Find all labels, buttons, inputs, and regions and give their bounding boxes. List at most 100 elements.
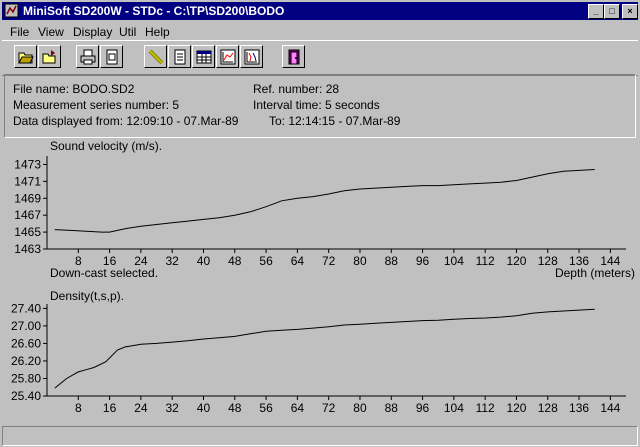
window-title: MiniSoft SD200W - STDc - C:\TP\SD200\BOD… <box>23 4 285 18</box>
x-tick-label: 72 <box>322 401 336 415</box>
x-tick-label: 40 <box>197 401 211 415</box>
x-tick-label: 144 <box>600 254 620 268</box>
print-preview-button[interactable] <box>100 45 123 68</box>
y-tick-label: 1469 <box>14 191 41 205</box>
open-file-button[interactable] <box>14 45 37 68</box>
y-tick-label: 27.40 <box>11 301 41 315</box>
x-tick-label: 112 <box>476 254 495 268</box>
density-y-axis: 27.40 27.00 26.60 26.20 25.80 25.40 <box>11 301 48 403</box>
minimize-button[interactable]: _ <box>588 4 604 19</box>
x-tick-label: 128 <box>538 401 558 415</box>
sound-velocity-chart-title: Sound velocity (m/s). <box>50 139 162 153</box>
file-name-label: File name: BODO.SD2 <box>13 82 135 96</box>
table-icon <box>196 50 212 64</box>
x-tick-label: 24 <box>134 254 148 268</box>
x-tick-label: 88 <box>385 254 399 268</box>
x-tick-label: 136 <box>569 254 589 268</box>
close-button[interactable]: × <box>622 4 638 19</box>
x-tick-label: 80 <box>353 401 367 415</box>
pencil-icon <box>148 49 164 65</box>
table-view-button[interactable] <box>192 45 215 68</box>
calibrate-button[interactable] <box>144 45 167 68</box>
depth-profile-button[interactable] <box>240 45 263 68</box>
graph-icon <box>220 49 236 65</box>
x-tick-label: 120 <box>506 254 526 268</box>
x-tick-label: 96 <box>416 401 430 415</box>
x-tick-label: 32 <box>166 401 180 415</box>
y-tick-label: 26.20 <box>11 354 41 368</box>
y-tick-label: 25.80 <box>11 371 41 385</box>
y-tick-label: 1473 <box>14 157 41 171</box>
exit-door-icon <box>288 49 300 65</box>
sound-velocity-x-axis: 8 16 24 32 40 48 56 64 72 80 88 96 104 112 120 128 136 14… <box>47 248 626 268</box>
printer-icon <box>80 49 96 65</box>
menu-bar: File View Display Util Help <box>2 22 638 40</box>
menu-file[interactable]: File <box>10 25 30 39</box>
x-tick-label: 64 <box>291 401 305 415</box>
x-tick-label: 88 <box>385 401 399 415</box>
menu-display[interactable]: Display <box>73 25 113 39</box>
series-number-label: Measurement series number: 5 <box>13 98 180 112</box>
x-tick-label: 104 <box>444 254 464 268</box>
x-tick-label: 112 <box>476 401 495 415</box>
x-tick-label: 8 <box>75 401 82 415</box>
x-tick-label: 24 <box>134 401 148 415</box>
toolbar <box>2 40 638 76</box>
x-tick-label: 8 <box>75 254 82 268</box>
text-view-button[interactable] <box>168 45 191 68</box>
x-tick-label: 64 <box>291 254 305 268</box>
x-tick-label: 16 <box>103 254 117 268</box>
density-series <box>54 308 595 389</box>
x-tick-label: 144 <box>600 401 620 415</box>
y-tick-label: 1463 <box>14 242 41 256</box>
y-tick-label: 1471 <box>14 174 41 188</box>
app-icon[interactable] <box>4 3 19 18</box>
y-tick-label: 25.40 <box>11 389 41 403</box>
x-tick-label: 48 <box>228 401 242 415</box>
profile-icon <box>244 49 260 65</box>
density-x-axis: 8 16 24 32 40 48 56 64 72 80 88 96 104 112 120 128 136 14… <box>47 395 626 415</box>
select-series-button[interactable] <box>38 45 61 68</box>
interval-time-label: Interval time: 5 seconds <box>253 98 380 112</box>
c2-data-line <box>54 308 595 389</box>
ref-number-label: Ref. number: 28 <box>253 82 340 96</box>
status-bar <box>2 426 638 446</box>
x-tick-label: 56 <box>259 401 273 415</box>
sound-velocity-series <box>54 169 595 233</box>
x-tick-label: 128 <box>538 254 558 268</box>
x-tick-label: 48 <box>228 254 242 268</box>
depth-axis-label: Depth (meters) <box>555 266 635 280</box>
status-text: Down-cast selected. <box>50 266 158 280</box>
y-tick-label: 26.60 <box>11 336 41 350</box>
print-button[interactable] <box>76 45 99 68</box>
y-tick-label: 27.00 <box>11 319 41 333</box>
density-chart: Density(t,s,p). 27.40 27.00 26.60 26.20 25.8… <box>11 289 626 415</box>
x-tick-label: 56 <box>259 254 273 268</box>
x-tick-label: 136 <box>569 401 589 415</box>
displayed-to-label: To: 12:14:15 - 07.Mar-89 <box>269 114 401 128</box>
folder-select-icon <box>42 50 56 64</box>
x-tick-label: 120 <box>506 401 526 415</box>
menu-util[interactable]: Util <box>119 25 137 39</box>
exit-button[interactable] <box>282 45 305 68</box>
menu-view[interactable]: View <box>38 25 64 39</box>
x-tick-label: 16 <box>103 401 117 415</box>
density-chart-title: Density(t,s,p). <box>50 289 124 303</box>
c1-data-line <box>54 169 595 233</box>
title-bar[interactable]: MiniSoft SD200W - STDc - C:\TP\SD200\BOD… <box>2 2 638 20</box>
menu-help[interactable]: Help <box>145 25 170 39</box>
displayed-from-label: Data displayed from: 12:09:10 - 07.Mar-8… <box>13 114 239 128</box>
x-tick-label: 80 <box>353 254 367 268</box>
page-preview-icon <box>106 49 118 65</box>
y-tick-label: 1465 <box>14 225 41 239</box>
x-tick-label: 96 <box>416 254 430 268</box>
y-tick-label: 1467 <box>14 208 41 222</box>
maximize-button[interactable]: □ <box>604 4 620 19</box>
folder-open-icon <box>18 52 34 64</box>
sound-velocity-chart: Sound velocity (m/s). 1473 1471 1469 1467 14… <box>14 139 635 280</box>
info-panel: File name: BODO.SD2 Ref. number: 28 Meas… <box>4 74 636 138</box>
x-tick-label: 72 <box>322 254 336 268</box>
x-tick-label: 40 <box>197 254 211 268</box>
document-icon <box>174 49 186 65</box>
graph-view-button[interactable] <box>216 45 239 68</box>
